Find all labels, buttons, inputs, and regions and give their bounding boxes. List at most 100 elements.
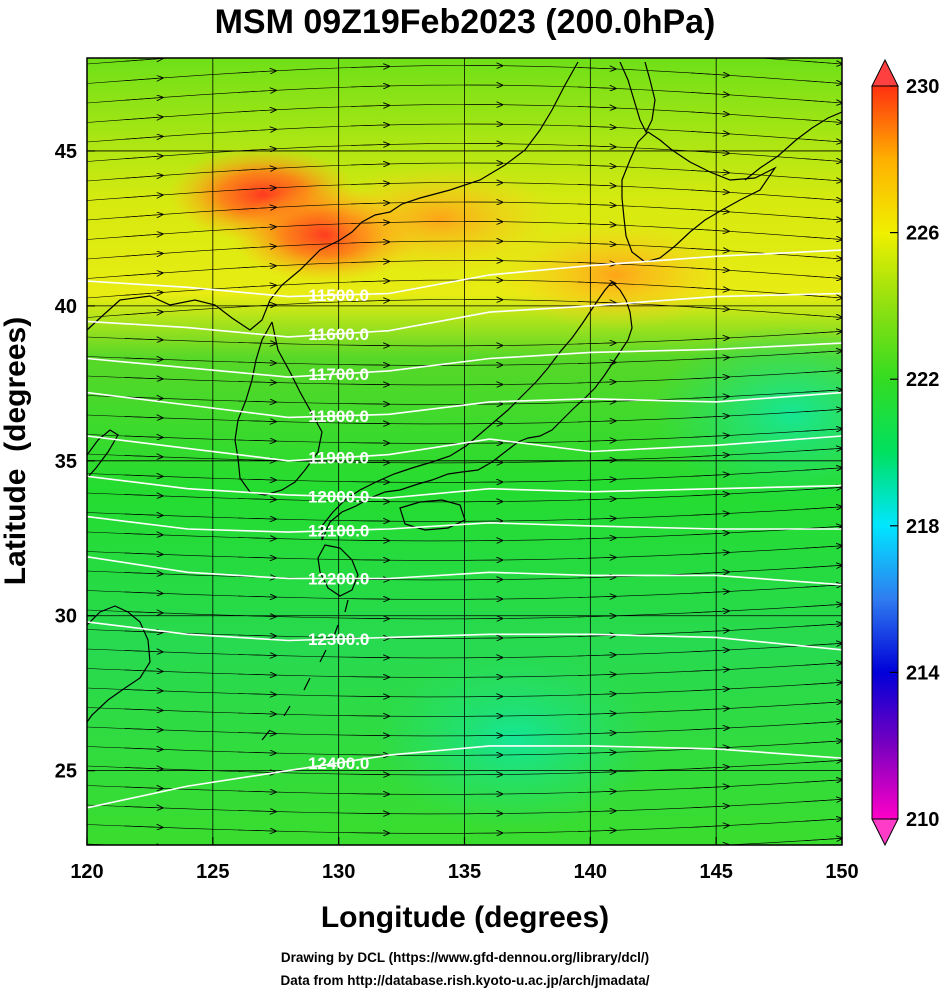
contour-label-11900: 11900.0 [308,449,369,468]
streamline-arrow [577,126,616,127]
streamline-arrow [690,455,729,457]
streamline-arrow [237,421,276,422]
streamline-arrow [124,377,163,378]
streamline-arrow [237,635,276,636]
streamline-arrow [577,165,616,166]
streamline-arrow [237,596,276,597]
colorbar-tick-label-230: 230 [906,76,939,98]
streamline-arrow [804,237,842,240]
streamline-arrow [577,830,616,831]
streamline-arrow [690,209,729,211]
streamline-arrow [124,748,163,749]
streamline-arrow [690,630,729,632]
credit-line-2: Data from http://database.rish.kyoto-u.a… [280,973,649,988]
streamline-arrow [237,110,276,112]
streamline-arrow [238,51,276,53]
height-contours: 11500.0 11600.0 11700.0 11800.0 11900.0 12000… [87,249,842,809]
coastline-kuril-islands [744,111,842,181]
streamline-arrow [804,409,842,411]
streamline-arrow [804,799,842,801]
streamline-arrow [804,507,842,509]
streamline-arrow [351,203,389,204]
temperature-feature-4 [651,324,842,505]
streamline-arrow [237,401,276,402]
streamline-arrow [690,474,729,476]
streamline-arrow [124,806,163,807]
y-tick-label-25: 25 [55,761,77,783]
contour-label-11800: 11800.0 [308,407,369,426]
streamline-arrow [690,248,729,250]
streamline-arrow [690,357,729,359]
streamline-arrow [577,145,616,146]
contour-label-12200: 12200.0 [308,570,369,589]
streamline-arrow [690,377,729,379]
streamline-arrow [237,168,276,170]
streamline-arrow [351,47,389,48]
x-axis-ticks: 120 125 130 135 140 145 150 [70,837,859,883]
colorbar-min-arrow [871,818,899,847]
coastline-japan [317,131,777,597]
streamline-arrow [804,760,842,762]
streamline-arrow [690,435,729,437]
streamline-arrow [804,276,842,279]
x-axis-label: Longitude (degrees) [321,901,609,934]
streamline-arrow [690,170,729,172]
streamline-arrow [804,370,842,372]
streamline-arrow [577,694,616,695]
streamline-arrow [804,390,842,392]
streamline-arrow [690,611,729,613]
streamline-arrow [804,120,842,123]
streamline-arrow [124,156,163,159]
x-tick-label-130: 130 [322,861,355,883]
temperature-feature-2 [319,164,560,275]
streamline-arrow [577,538,616,539]
streamline-arrow [351,242,389,243]
streamline-arrow [804,741,842,743]
streamline-arrow [690,591,729,593]
streamline-arrow [124,312,163,315]
contour-12100 [87,515,842,533]
streamline-arrow [577,87,616,88]
streamline-arrow [690,268,729,270]
streamline-arrow [351,222,389,223]
streamline-arrow [690,806,729,808]
streamline-arrow [237,207,276,209]
streamline-arrow [237,343,276,344]
y-axis-ticks: 25 30 35 40 45 [55,141,95,783]
streamline-arrow [237,440,276,441]
streamline-arrow [577,733,616,734]
streamline-arrow [577,518,616,519]
streamline-arrow [804,81,842,84]
streamline-arrow [124,650,163,651]
streamline-arrow [690,338,729,340]
streamline-arrow [690,92,729,94]
streamline-arrow [804,295,842,298]
contour-label-12400: 12400.0 [308,754,369,773]
x-tick-label-140: 140 [574,861,607,883]
contour-11900 [87,435,842,462]
streamline-arrow [690,767,729,769]
streamline-arrow [238,869,276,870]
streamline-arrow [351,86,389,87]
streamline-arrow [124,292,163,295]
streamline-arrow [577,577,616,578]
streamline-arrow [804,702,842,704]
colorbar-tick-label-210: 210 [906,809,939,831]
streamline-arrow [804,487,842,489]
streamline-arrow [124,416,163,417]
streamline-arrow [577,67,616,68]
x-tick-label-145: 145 [699,861,732,883]
streamline-arrow [577,440,616,441]
streamline-arrow [577,674,616,675]
chart-title: MSM 09Z19Feb2023 (200.0hPa) [215,3,716,41]
streamline-arrow [690,494,729,496]
streamline-arrow [124,58,163,61]
streamline-arrow [804,198,842,201]
streamline-arrow [237,479,276,480]
streamline-arrow [124,338,163,339]
streamline-arrow [124,670,163,671]
streamline-arrow [690,229,729,231]
contour-11800 [87,391,842,419]
streamline-arrow [577,204,616,205]
streamline-arrow [124,117,163,120]
